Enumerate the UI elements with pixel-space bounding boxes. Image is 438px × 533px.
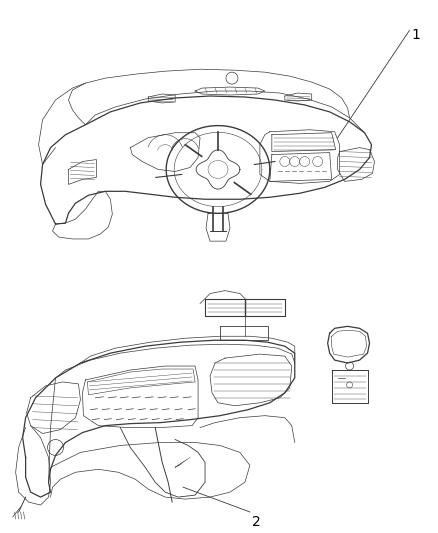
Text: 2: 2 — [252, 515, 261, 529]
Text: 1: 1 — [411, 28, 420, 43]
